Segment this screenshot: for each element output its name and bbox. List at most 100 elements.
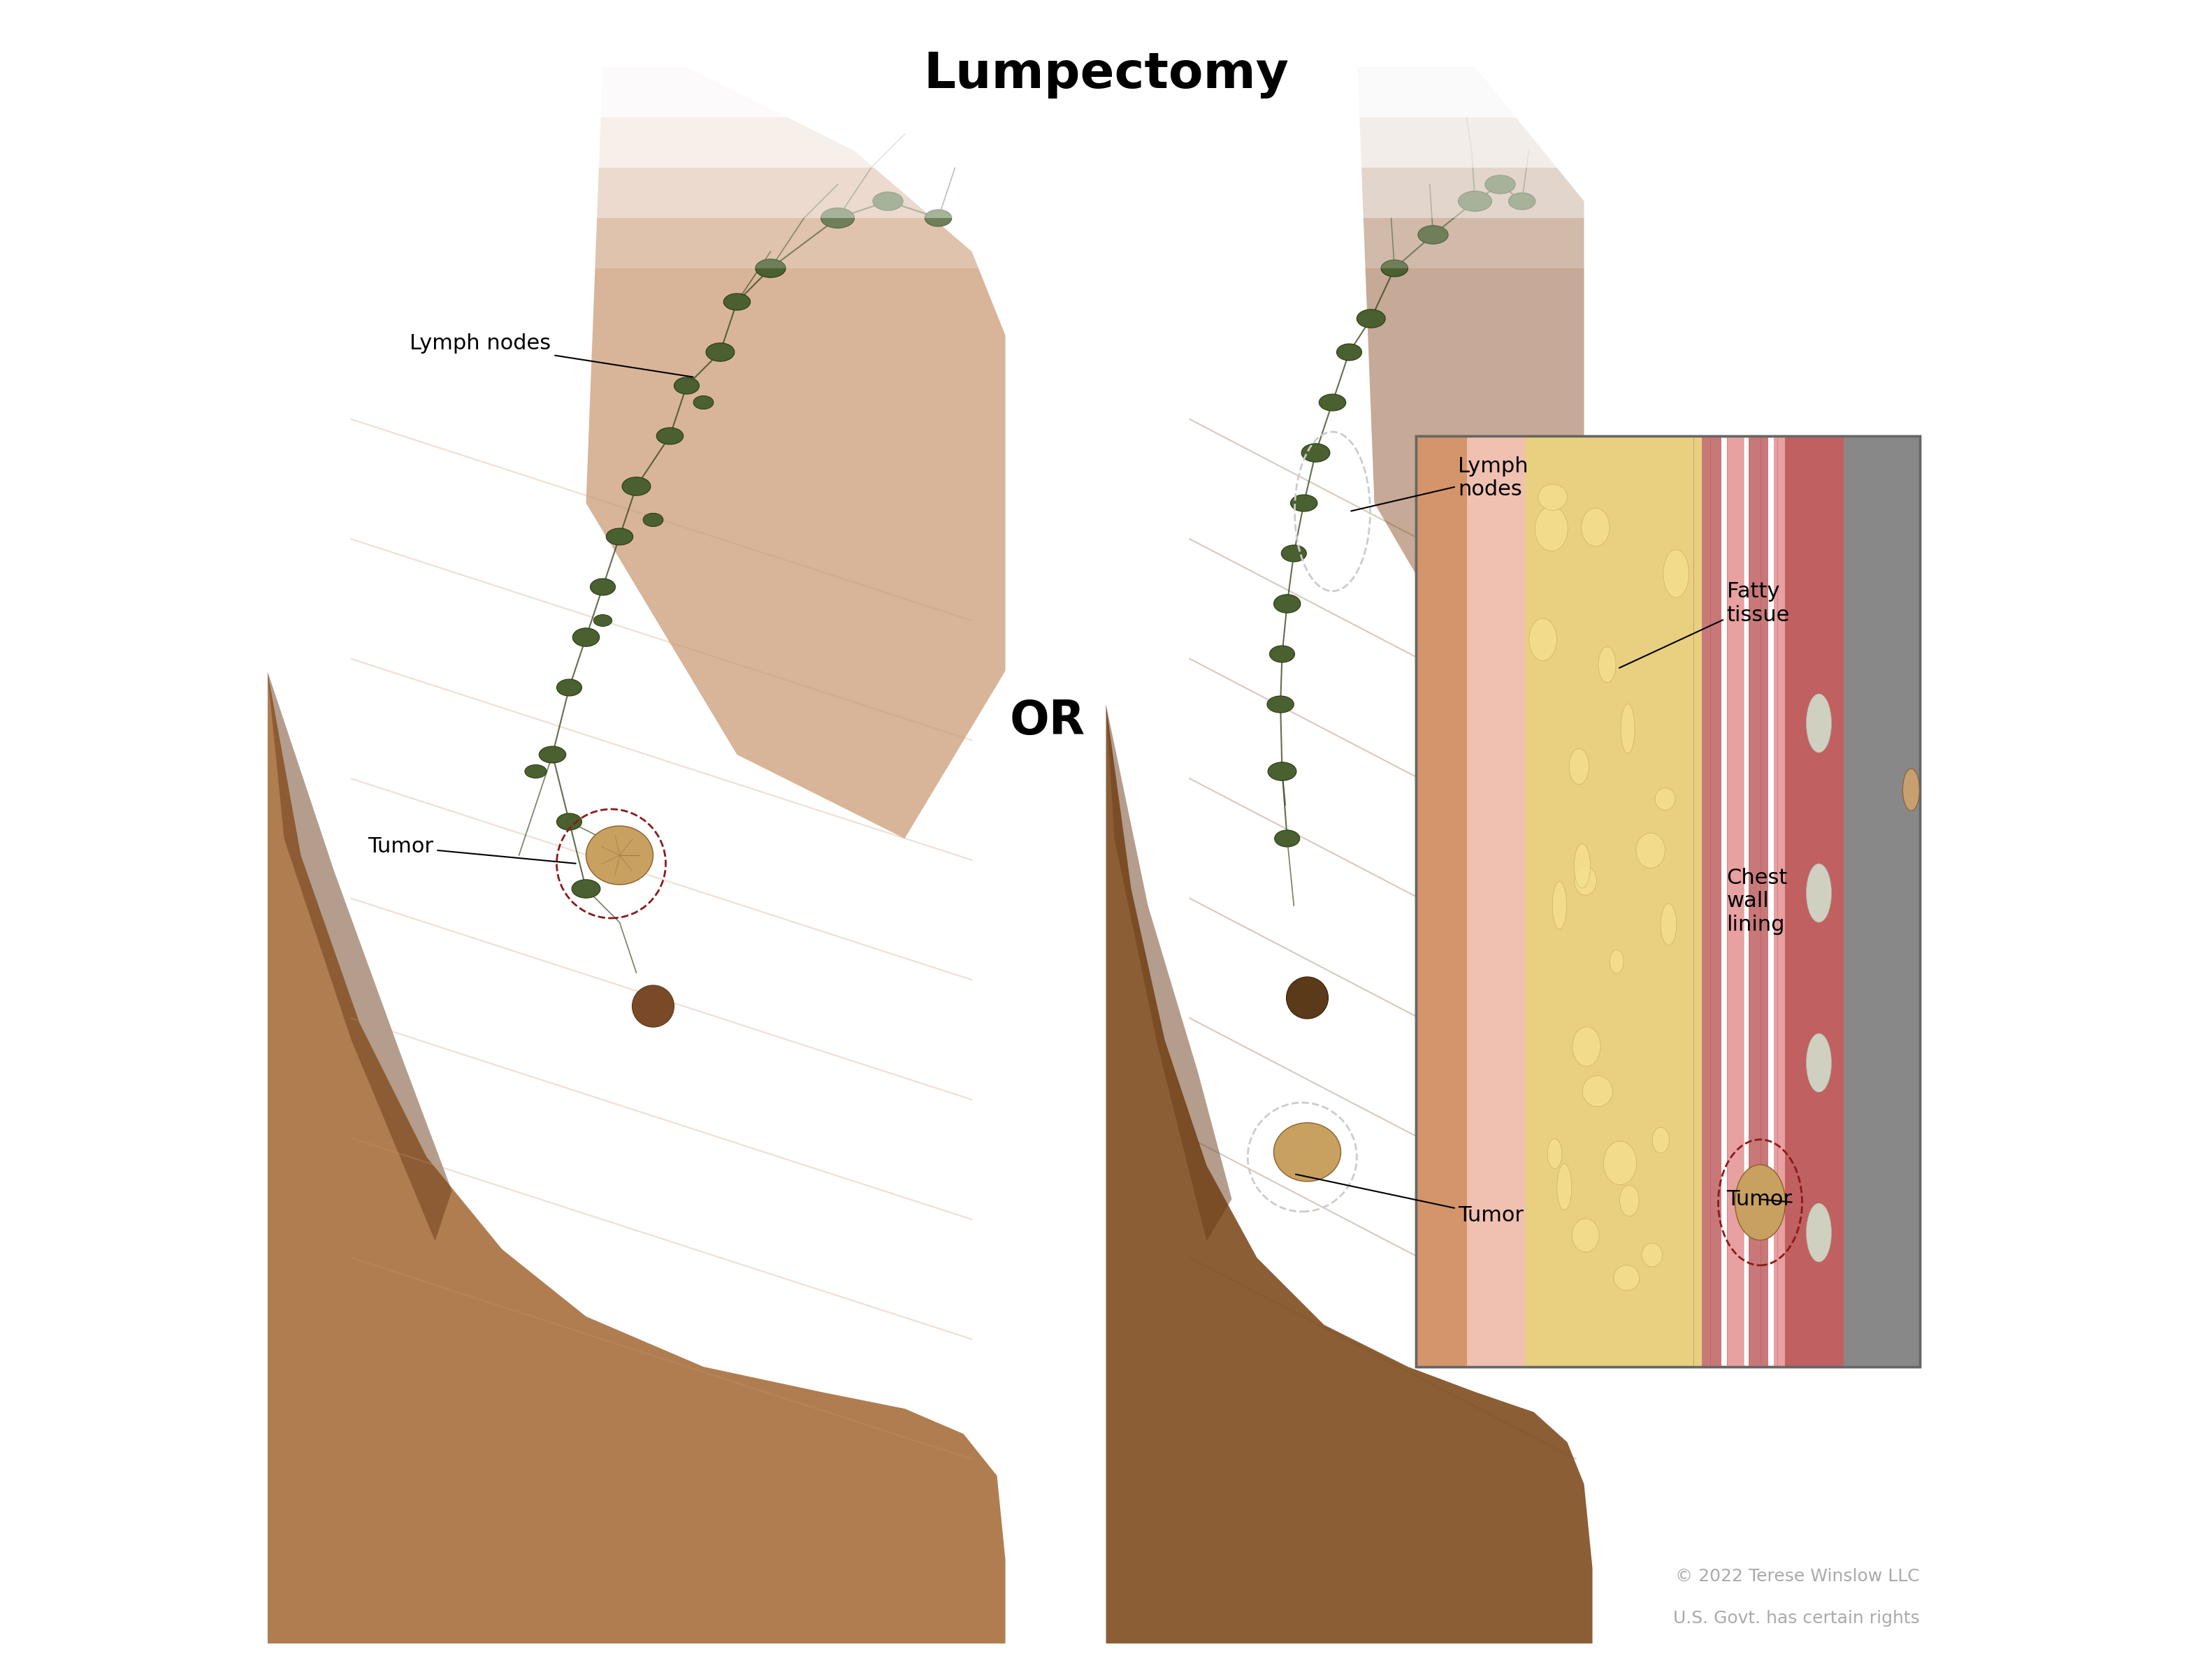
Ellipse shape — [1274, 1124, 1340, 1181]
Text: U.S. Govt. has certain rights: U.S. Govt. has certain rights — [1672, 1610, 1920, 1627]
Polygon shape — [1106, 0, 1593, 268]
Ellipse shape — [1807, 1204, 1832, 1261]
Ellipse shape — [692, 396, 714, 409]
Ellipse shape — [1619, 1186, 1639, 1216]
Polygon shape — [1106, 67, 1593, 1643]
Ellipse shape — [633, 984, 675, 1026]
Ellipse shape — [586, 825, 653, 885]
Ellipse shape — [1267, 761, 1296, 781]
Polygon shape — [1467, 436, 1533, 1367]
Ellipse shape — [1287, 976, 1327, 1018]
Polygon shape — [1747, 436, 1770, 1367]
Ellipse shape — [606, 528, 633, 545]
Ellipse shape — [1484, 176, 1515, 193]
Text: Tumor: Tumor — [1296, 1174, 1524, 1226]
Ellipse shape — [706, 342, 734, 361]
Ellipse shape — [1290, 495, 1318, 511]
Ellipse shape — [1807, 1033, 1832, 1092]
Ellipse shape — [557, 679, 582, 696]
Ellipse shape — [1336, 344, 1363, 361]
Polygon shape — [1701, 436, 1721, 1367]
Ellipse shape — [821, 208, 854, 228]
Ellipse shape — [1575, 844, 1590, 889]
Polygon shape — [1416, 436, 1475, 1367]
Ellipse shape — [657, 428, 684, 444]
Ellipse shape — [1610, 949, 1624, 973]
Ellipse shape — [1548, 1139, 1562, 1169]
Ellipse shape — [593, 614, 613, 626]
Ellipse shape — [757, 258, 785, 277]
Text: Tumor: Tumor — [367, 837, 575, 864]
Polygon shape — [1106, 704, 1232, 1241]
Text: Lumpectomy: Lumpectomy — [922, 50, 1290, 99]
Polygon shape — [586, 67, 1006, 838]
Polygon shape — [268, 0, 1006, 117]
Ellipse shape — [1734, 1164, 1785, 1241]
Ellipse shape — [1418, 226, 1449, 243]
Ellipse shape — [1281, 545, 1307, 562]
FancyBboxPatch shape — [1416, 436, 1920, 1367]
Ellipse shape — [644, 513, 664, 527]
Ellipse shape — [524, 765, 546, 778]
Ellipse shape — [540, 746, 566, 763]
Text: Lymph nodes: Lymph nodes — [409, 334, 692, 377]
Polygon shape — [1106, 0, 1593, 218]
Ellipse shape — [1274, 830, 1301, 847]
Text: Lymph
nodes: Lymph nodes — [1352, 456, 1528, 511]
Ellipse shape — [1582, 1075, 1613, 1107]
Text: © 2022 Terese Winslow LLC: © 2022 Terese Winslow LLC — [1674, 1568, 1920, 1585]
Ellipse shape — [1807, 694, 1832, 753]
Ellipse shape — [1641, 1243, 1663, 1266]
Ellipse shape — [1356, 309, 1385, 327]
Ellipse shape — [675, 377, 699, 394]
Ellipse shape — [1301, 443, 1329, 461]
Ellipse shape — [1573, 1219, 1599, 1253]
Ellipse shape — [925, 210, 951, 226]
Ellipse shape — [622, 476, 650, 496]
Ellipse shape — [1663, 550, 1688, 597]
Ellipse shape — [1582, 508, 1610, 547]
Ellipse shape — [1575, 867, 1597, 896]
Ellipse shape — [1535, 506, 1568, 552]
Ellipse shape — [723, 293, 750, 310]
Ellipse shape — [1652, 1127, 1670, 1154]
Ellipse shape — [1318, 394, 1345, 411]
Text: Tumor: Tumor — [1728, 1189, 1792, 1209]
Polygon shape — [1526, 436, 1710, 1367]
Ellipse shape — [571, 879, 599, 899]
Ellipse shape — [1267, 696, 1294, 713]
Polygon shape — [268, 0, 1006, 168]
Ellipse shape — [591, 579, 615, 595]
Ellipse shape — [1661, 904, 1677, 946]
Ellipse shape — [1573, 1026, 1601, 1067]
Ellipse shape — [874, 193, 902, 210]
Text: Chest
wall
lining: Chest wall lining — [1728, 867, 1787, 936]
Ellipse shape — [557, 813, 582, 830]
Ellipse shape — [1615, 1264, 1639, 1291]
Ellipse shape — [1270, 646, 1294, 662]
Polygon shape — [1106, 0, 1593, 117]
Polygon shape — [1728, 436, 1743, 1367]
Ellipse shape — [1568, 748, 1588, 785]
Ellipse shape — [1380, 260, 1407, 277]
Ellipse shape — [1557, 1164, 1573, 1211]
Polygon shape — [268, 50, 1006, 1643]
Text: Fatty
tissue: Fatty tissue — [1619, 582, 1790, 667]
Ellipse shape — [1902, 768, 1920, 810]
Ellipse shape — [1274, 594, 1301, 612]
Ellipse shape — [1621, 704, 1635, 753]
Ellipse shape — [1604, 1142, 1637, 1184]
Ellipse shape — [1637, 833, 1666, 869]
Ellipse shape — [1537, 485, 1568, 510]
Polygon shape — [1106, 0, 1593, 168]
Polygon shape — [1845, 436, 1920, 1367]
Polygon shape — [268, 671, 451, 1241]
Ellipse shape — [1807, 864, 1832, 922]
Ellipse shape — [1655, 788, 1674, 810]
Polygon shape — [1358, 67, 1584, 704]
Polygon shape — [268, 0, 1006, 268]
Ellipse shape — [1509, 193, 1535, 210]
Ellipse shape — [1458, 191, 1491, 211]
Ellipse shape — [1528, 619, 1557, 661]
Ellipse shape — [573, 627, 599, 646]
